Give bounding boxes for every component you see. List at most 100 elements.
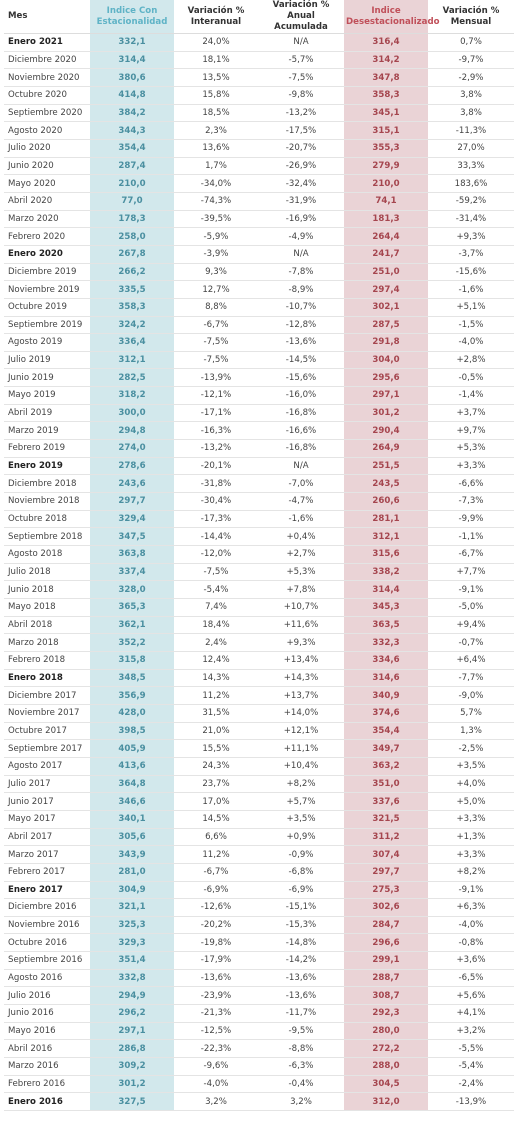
table-row: Julio 2018 337,4 -7,5% +5,3% 338,2 +7,7%: [4, 563, 514, 582]
table-cell: 279,9: [344, 157, 428, 176]
table-cell: -16,8%: [258, 439, 344, 458]
table-cell: Septiembre 2017: [4, 739, 90, 758]
table-cell: Diciembre 2016: [4, 898, 90, 917]
table-cell: 329,4: [90, 510, 174, 529]
table-cell: 318,2: [90, 386, 174, 405]
table-cell: N/A: [258, 245, 344, 264]
table-cell: +6,3%: [428, 898, 514, 917]
table-cell: 384,2: [90, 104, 174, 123]
table-row: Noviembre 2019 335,5 12,7% -8,9% 297,4 -1,6%: [4, 280, 514, 299]
column-header: Variación % Anual Acumulada: [258, 0, 344, 34]
table-cell: -5,5%: [428, 1039, 514, 1059]
table-cell: +3,3%: [428, 810, 514, 829]
table-cell: 297,1: [344, 386, 428, 405]
table-cell: 12,4%: [174, 651, 258, 670]
table-row: Agosto 2019 336,4 -7,5% -13,6% 291,8 -4,0%: [4, 333, 514, 352]
table-cell: 6,6%: [174, 828, 258, 847]
table-cell: Junio 2016: [4, 1004, 90, 1023]
table-cell: 284,7: [344, 916, 428, 935]
table-cell: -5,9%: [174, 227, 258, 246]
table-cell: 31,5%: [174, 704, 258, 723]
table-cell: +1,3%: [428, 828, 514, 847]
table-cell: -3,9%: [174, 245, 258, 264]
table-cell: +2,7%: [258, 545, 344, 564]
table-cell: Diciembre 2017: [4, 686, 90, 705]
table-cell: 413,6: [90, 757, 174, 776]
table-cell: Mayo 2019: [4, 386, 90, 405]
table-cell: +3,5%: [428, 757, 514, 776]
table-cell: 354,4: [344, 722, 428, 741]
table-cell: 321,5: [344, 810, 428, 829]
table-cell: 8,8%: [174, 298, 258, 317]
table-cell: 23,7%: [174, 775, 258, 794]
table-cell: +0,4%: [258, 527, 344, 547]
table-cell: +5,6%: [428, 986, 514, 1006]
table-cell: -7,3%: [428, 492, 514, 511]
table-cell: 280,0: [344, 1022, 428, 1041]
table-cell: 291,8: [344, 333, 428, 352]
table-cell: -9,0%: [428, 686, 514, 705]
table-cell: 264,4: [344, 227, 428, 246]
table-cell: 336,4: [90, 333, 174, 352]
table-cell: +3,2%: [428, 1022, 514, 1041]
table-cell: 14,3%: [174, 669, 258, 688]
table-cell: 334,6: [344, 651, 428, 670]
table-cell: 343,9: [90, 845, 174, 864]
table-cell: 354,4: [90, 139, 174, 158]
table-row: Abril 2017 305,6 6,6% +0,9% 311,2 +1,3%: [4, 828, 514, 847]
table-cell: 347,5: [90, 527, 174, 547]
table-cell: 345,3: [344, 598, 428, 617]
table-row: Octubre 2019 358,3 8,8% -10,7% 302,1 +5,1%: [4, 298, 514, 317]
table-cell: -16,6%: [258, 421, 344, 441]
table-row: Febrero 2018 315,8 12,4% +13,4% 334,6 +6,4%: [4, 651, 514, 670]
table-cell: +5,7%: [258, 792, 344, 811]
table-cell: -6,7%: [174, 863, 258, 882]
table-row: Octubre 2017 398,5 21,0% +12,1% 354,4 1,3%: [4, 722, 514, 741]
table-cell: -9,1%: [428, 881, 514, 900]
table-cell: -13,2%: [258, 104, 344, 123]
table-cell: -6,7%: [174, 316, 258, 335]
table-cell: 258,0: [90, 227, 174, 246]
table-cell: -12,6%: [174, 898, 258, 917]
table-cell: 356,9: [90, 686, 174, 705]
table-row: Abril 2016 286,8 -22,3% -8,8% 272,2 -5,5%: [4, 1039, 514, 1059]
table-cell: -34,0%: [174, 174, 258, 193]
table-row: Agosto 2018 363,8 -12,0% +2,7% 315,6 -6,7%: [4, 545, 514, 564]
table-cell: 1,3%: [428, 722, 514, 741]
table-cell: -11,7%: [258, 1004, 344, 1023]
table-cell: -6,3%: [258, 1057, 344, 1076]
table-cell: Abril 2017: [4, 828, 90, 847]
table-cell: 347,8: [344, 68, 428, 87]
table-cell: 362,1: [90, 616, 174, 635]
table-cell: 297,7: [344, 863, 428, 882]
table-cell: Febrero 2018: [4, 651, 90, 670]
table-cell: Noviembre 2020: [4, 68, 90, 87]
table-cell: 275,3: [344, 881, 428, 900]
table-cell: Octubre 2019: [4, 298, 90, 317]
table-cell: 17,0%: [174, 792, 258, 811]
table-cell: -20,2%: [174, 916, 258, 935]
table-cell: +5,3%: [428, 439, 514, 458]
table-cell: -12,8%: [258, 316, 344, 335]
table-cell: 12,7%: [174, 280, 258, 299]
table-cell: 294,8: [90, 421, 174, 441]
table-cell: 358,3: [344, 86, 428, 105]
table-row: Enero 2016 327,5 3,2% 3,2% 312,0 -13,9%: [4, 1092, 514, 1112]
table-cell: -8,8%: [258, 1039, 344, 1059]
table-cell: -22,3%: [174, 1039, 258, 1059]
table-cell: +10,7%: [258, 598, 344, 617]
table-cell: 27,0%: [428, 139, 514, 158]
table-cell: +5,3%: [258, 563, 344, 582]
table-cell: 272,2: [344, 1039, 428, 1059]
table-cell: 315,6: [344, 545, 428, 564]
table-cell: -20,1%: [174, 457, 258, 476]
table-row: Abril 2019 300,0 -17,1% -16,8% 301,2 +3,7%: [4, 404, 514, 423]
table-cell: -4,0%: [174, 1075, 258, 1094]
table-cell: -5,0%: [428, 598, 514, 617]
table-cell: 294,9: [90, 986, 174, 1006]
table-cell: 0,7%: [428, 33, 514, 52]
table-row: Agosto 2017 413,6 24,3% +10,4% 363,2 +3,5%: [4, 757, 514, 776]
table-cell: 374,6: [344, 704, 428, 723]
table-cell: -2,9%: [428, 68, 514, 87]
table-cell: 305,6: [90, 828, 174, 847]
